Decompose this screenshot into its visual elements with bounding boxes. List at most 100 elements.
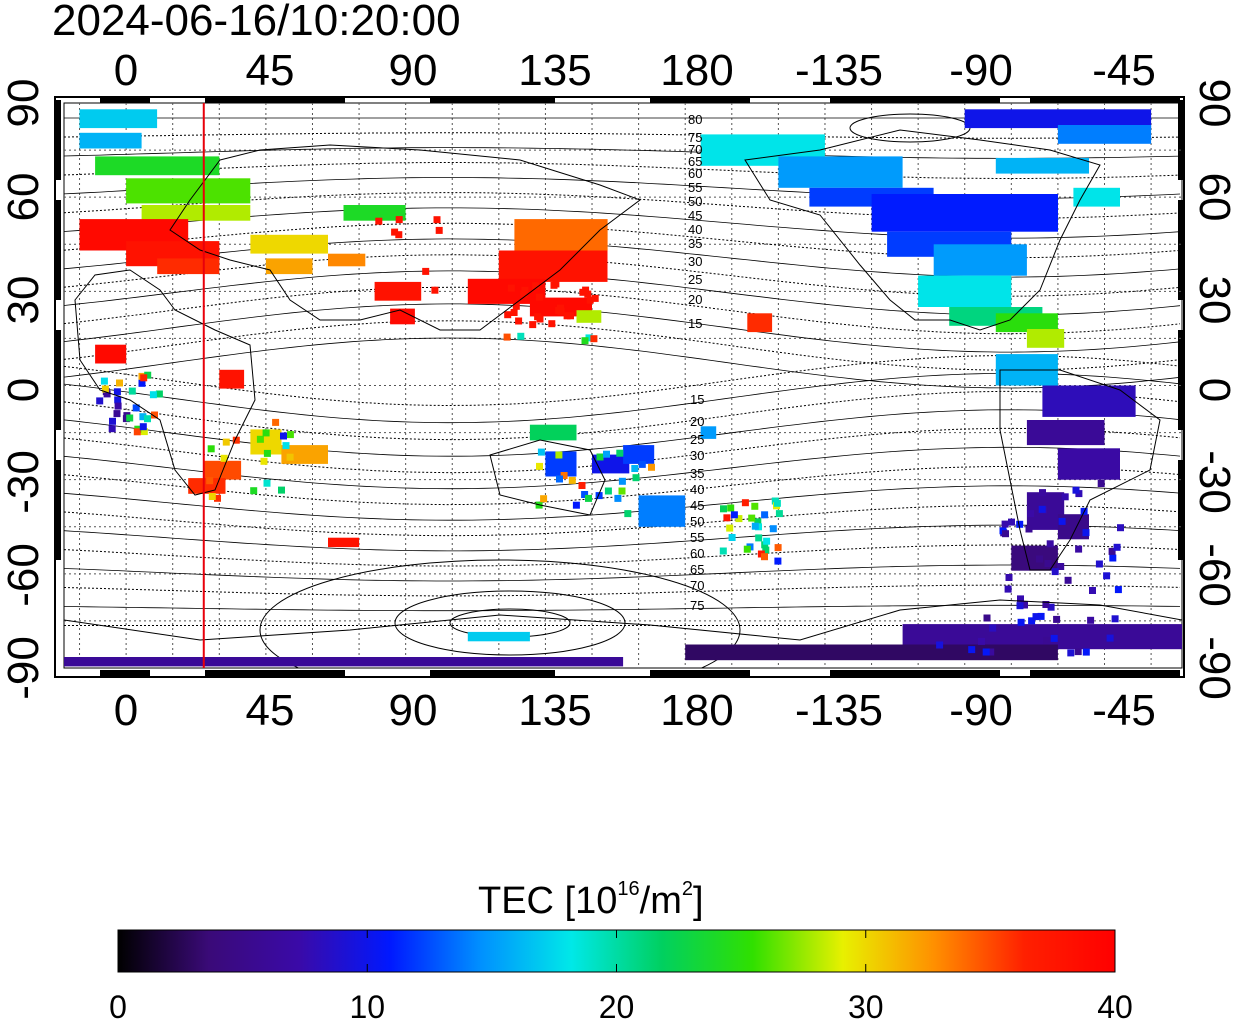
- world-tec-map: 8075706560555045403530252015152025303540…: [0, 46, 1235, 735]
- tec-patch: [964, 109, 1152, 129]
- tec-patch: [188, 478, 226, 494]
- colorbar-ticks: 0 10 20 30 40: [109, 930, 1133, 1025]
- tec-sample: [140, 374, 148, 382]
- tec-sample: [1053, 615, 1061, 623]
- tec-sample: [207, 445, 215, 453]
- tec-sample: [256, 435, 264, 443]
- tec-sample: [1028, 617, 1036, 625]
- tec-sample: [582, 286, 590, 294]
- tec-sample: [632, 474, 640, 482]
- colorbar-tick-label: 20: [599, 989, 635, 1025]
- tec-sample: [638, 460, 646, 468]
- axis-tick-label: -90: [949, 686, 1013, 735]
- tec-sample: [590, 335, 598, 343]
- tec-patch: [328, 253, 366, 267]
- tec-sample: [591, 294, 599, 302]
- axis-tick-label: 60: [1190, 173, 1235, 222]
- tec-sample: [113, 388, 121, 396]
- tec-sample: [537, 448, 545, 456]
- contour-label: 55: [690, 530, 704, 545]
- contour-label: 35: [688, 236, 702, 251]
- tec-sample: [282, 442, 290, 450]
- tec-sample: [548, 320, 556, 328]
- tec-sample: [618, 487, 626, 495]
- axis-tick-label: 90: [1190, 79, 1235, 128]
- tec-sample: [552, 280, 560, 288]
- tec-sample: [1005, 574, 1013, 581]
- tec-sample: [1111, 615, 1119, 623]
- tec-patch: [638, 495, 686, 527]
- tec-sample: [1103, 572, 1111, 580]
- tec-sample: [754, 518, 762, 526]
- axis-tick-label: 135: [518, 686, 591, 735]
- tec-sample: [568, 476, 576, 484]
- tec-sample: [1039, 489, 1046, 497]
- contour-label: 25: [688, 272, 702, 287]
- colorbar-title-exp2: 2: [681, 878, 693, 900]
- tec-patch: [390, 308, 415, 325]
- tec-sample: [743, 545, 751, 553]
- tec-patch: [1073, 187, 1120, 207]
- colorbar-tick-label: 0: [109, 989, 127, 1025]
- contour-line: [64, 390, 1181, 441]
- y-axis-left-labels: 90 60 30 0 -30 -60 -90: [0, 79, 48, 700]
- tec-sample: [507, 284, 515, 292]
- tec-patch: [514, 219, 608, 251]
- coastline: [999, 369, 1161, 571]
- tec-sample: [648, 463, 655, 471]
- tec-sample: [1097, 480, 1105, 487]
- tec-sample: [520, 290, 528, 298]
- tec-sample: [719, 547, 727, 555]
- tec-sample: [775, 510, 783, 518]
- contour-label: 65: [688, 154, 702, 169]
- tec-sample: [206, 477, 214, 485]
- tec-sample: [1109, 554, 1117, 562]
- tec-sample: [769, 525, 777, 533]
- tec-sample: [968, 646, 976, 654]
- tec-sample: [380, 291, 388, 299]
- tec-sample: [596, 453, 604, 461]
- tec-sample: [529, 321, 537, 329]
- tec-sample: [1008, 518, 1015, 526]
- tec-sample: [1089, 587, 1096, 594]
- contour-line: [64, 604, 1181, 612]
- tec-sample: [155, 390, 163, 398]
- tec-sample: [1057, 563, 1065, 570]
- tec-sample: [751, 502, 759, 510]
- contour-label: 75: [690, 598, 704, 613]
- tec-patch: [778, 156, 903, 188]
- tec-sample: [1032, 613, 1040, 621]
- tec-sample: [761, 511, 769, 519]
- contour-line: [64, 409, 1181, 457]
- contour-line: [64, 564, 1181, 582]
- tec-sample: [748, 514, 756, 522]
- tec-sample: [728, 534, 736, 541]
- tec-sample: [431, 286, 439, 294]
- tec-sample: [286, 453, 294, 461]
- tec-sample: [763, 537, 771, 545]
- colorbar-tick-label: 40: [1097, 989, 1133, 1025]
- axis-tick-label: -90: [1190, 636, 1235, 700]
- tec-sample: [572, 501, 580, 509]
- tec-patch: [95, 344, 127, 364]
- tec-sample: [755, 534, 763, 542]
- tec-sample: [989, 624, 997, 632]
- colorbar-title-end: ]: [692, 880, 704, 922]
- tec-sample: [280, 432, 287, 440]
- x-axis-top-labels: 0 45 90 135 180 -135 -90 -45: [114, 46, 1156, 95]
- axis-tick-bars: [55, 97, 1184, 677]
- tec-patch: [1057, 125, 1152, 144]
- tec-patch: [685, 644, 1058, 661]
- contour-label: 50: [688, 194, 702, 209]
- tec-sample: [557, 304, 564, 312]
- tec-sample: [222, 438, 230, 446]
- tec-sample: [540, 495, 548, 503]
- tec-sample: [395, 216, 403, 224]
- tec-sample: [723, 514, 731, 522]
- tec-sample: [1047, 603, 1055, 611]
- contour-label: 20: [690, 414, 704, 429]
- axis-tick-label: -90: [0, 636, 48, 700]
- tec-patch: [1057, 448, 1120, 480]
- tec-sample: [433, 216, 441, 224]
- tec-patch: [933, 244, 1027, 276]
